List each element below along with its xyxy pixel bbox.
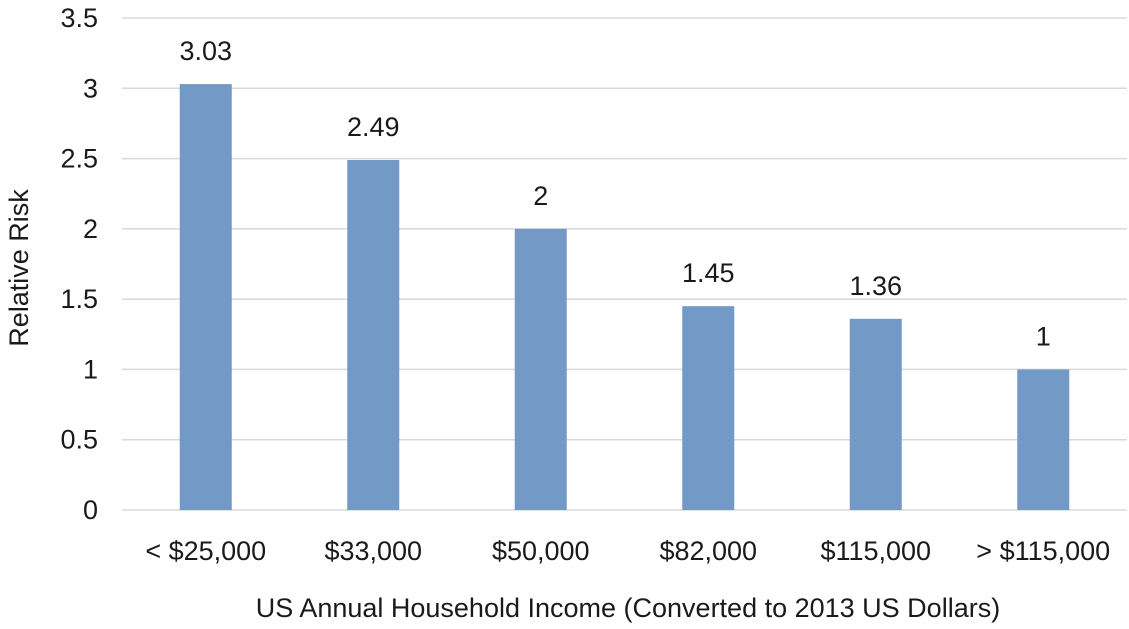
x-tick-label: $82,000 [659,536,757,566]
x-axis-title: US Annual Household Income (Converted to… [256,593,1000,623]
bar [179,84,232,510]
bar [514,228,567,510]
y-tick-label: 3.5 [60,3,98,33]
data-label: 1.45 [682,258,735,288]
y-axis-title: Relative Risk [4,189,34,347]
bar [682,306,735,510]
data-label: 2 [533,181,548,211]
y-tick-label: 2 [83,214,98,244]
y-tick-label: 3 [83,73,98,103]
bar [347,159,400,510]
x-axis-tick-labels: < $25,000 $33,000 $50,000 $82,000 $115,000 > … [145,536,1110,566]
bar [849,318,902,510]
y-tick-label: 0.5 [60,425,98,455]
y-axis-tick-labels: 0 0.5 1 1.5 2 2.5 3 3.5 [60,3,98,525]
data-label: 2.49 [347,112,400,142]
x-tick-label: < $25,000 [145,536,266,566]
y-tick-label: 1 [83,354,98,384]
bars [179,84,1070,510]
y-tick-label: 2.5 [60,144,98,174]
bar [1017,369,1070,510]
data-label: 1.36 [849,271,902,301]
y-tick-label: 0 [83,495,98,525]
x-tick-label: $115,000 [820,536,931,566]
data-label: 1 [1036,321,1051,351]
x-tick-label: $50,000 [492,536,590,566]
x-tick-label: > $115,000 [976,536,1110,566]
data-label: 3.03 [179,36,232,66]
x-tick-label: $33,000 [324,536,422,566]
data-labels: 3.03 2.49 2 1.45 1.36 1 [179,36,1050,351]
gridlines [122,17,1127,511]
y-tick-label: 1.5 [60,284,98,314]
